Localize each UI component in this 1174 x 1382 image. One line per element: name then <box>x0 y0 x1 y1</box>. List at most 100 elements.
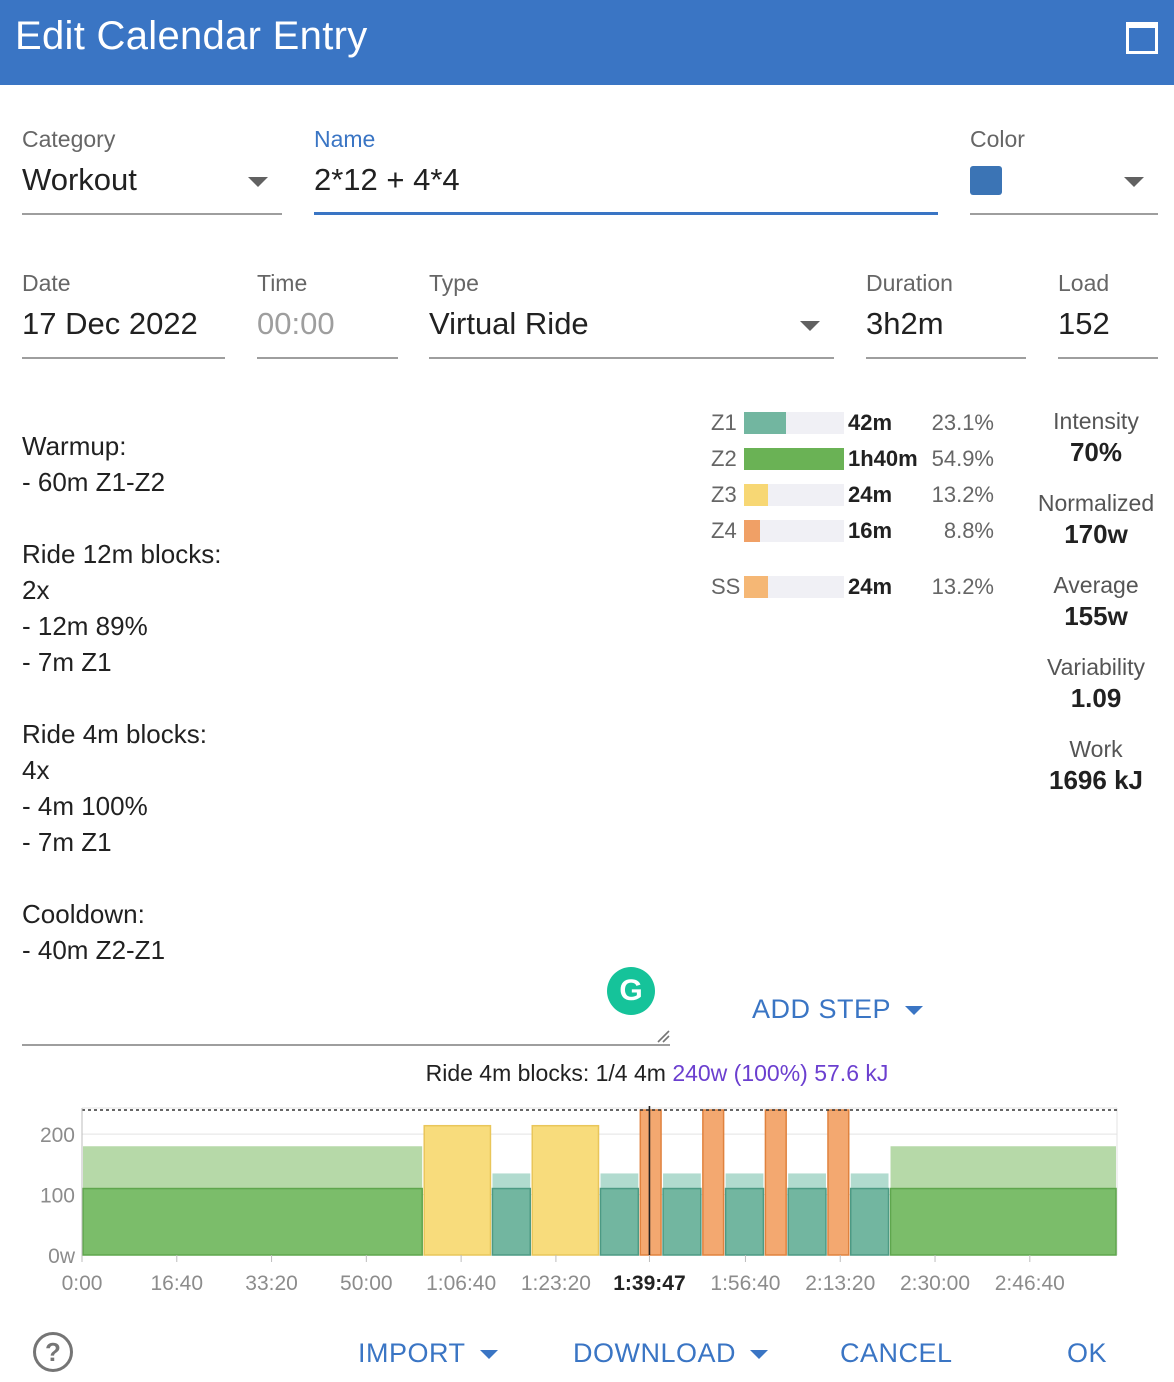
date-field[interactable]: Date 17 Dec 2022 <box>22 270 225 359</box>
x-tick-label: 1:23:20 <box>521 1272 591 1295</box>
zone-percent: 13.2% <box>931 574 994 599</box>
zone-percent: 8.8% <box>943 518 994 543</box>
date-label: Date <box>22 270 71 296</box>
zone-bar <box>744 520 844 542</box>
zone-time: 1h40m <box>848 446 918 471</box>
date-underline <box>22 357 225 359</box>
description-underline <box>22 1044 670 1046</box>
zone-percent: 54.9% <box>931 446 994 471</box>
time-field[interactable]: Time 00:00 <box>257 270 398 359</box>
workout-bar <box>702 1109 725 1256</box>
workout-description[interactable]: Warmup: - 60m Z1-Z2 Ride 12m blocks: 2x … <box>22 431 222 965</box>
date-value: 17 Dec 2022 <box>22 306 198 341</box>
download-label: DOWNLOAD <box>573 1338 737 1368</box>
chevron-down-icon <box>248 177 268 187</box>
workout-bar <box>662 1187 702 1256</box>
zone-row-z3: Z3 24m 13.2% <box>706 480 1006 510</box>
stat-label: Work <box>1069 736 1123 762</box>
type-select[interactable]: Type Virtual Ride <box>429 270 834 359</box>
ok-button[interactable]: OK <box>1067 1338 1108 1368</box>
workout-bar <box>849 1187 890 1256</box>
x-tick-label: 50:00 <box>340 1272 393 1295</box>
stat-value: 170w <box>1064 519 1128 549</box>
category-label: Category <box>22 126 116 152</box>
resize-handle-icon[interactable] <box>656 1029 670 1043</box>
workout-bar <box>491 1187 532 1256</box>
zone-percent: 13.2% <box>931 482 994 507</box>
duration-field[interactable]: Duration 3h2m <box>866 270 1026 359</box>
name-label: Name <box>314 126 376 152</box>
zone-row-ss: SS 24m 13.2% <box>706 572 1006 602</box>
load-underline <box>1058 357 1158 359</box>
step-info-highlight: 240w (100%) 57.6 kJ <box>672 1060 889 1086</box>
workout-chart[interactable]: 0w 100 200 0:00 16:40 33:20 50:00 1:06:40 1:23:2… <box>0 1100 1174 1305</box>
x-tick-label: 16:40 <box>150 1272 203 1295</box>
stat-value: 155w <box>1064 601 1128 631</box>
cancel-button[interactable]: CANCEL <box>840 1338 953 1368</box>
duration-underline <box>866 357 1026 359</box>
zone-bar-fill <box>744 576 768 598</box>
stat-intensity: Intensity 70% <box>1016 408 1174 468</box>
color-underline <box>970 213 1158 215</box>
title-bar: Edit Calendar Entry <box>0 0 1174 85</box>
color-swatch <box>970 166 1002 195</box>
step-info: Ride 4m blocks: 1/4 4m 240w (100%) 57.6 … <box>0 1060 1174 1087</box>
step-info-text: Ride 4m blocks: 1/4 4m <box>425 1060 666 1086</box>
zone-bar-fill <box>744 448 844 470</box>
zone-bar <box>744 448 844 470</box>
zone-name: SS <box>711 574 741 599</box>
workout-bar <box>599 1187 640 1256</box>
zone-bar <box>744 412 844 434</box>
stat-value: 1696 kJ <box>1049 765 1143 795</box>
zone-time: 16m <box>848 518 893 543</box>
chevron-down-icon <box>1124 177 1144 187</box>
duration-label: Duration <box>866 270 953 296</box>
workout-bar <box>827 1109 850 1256</box>
maximize-icon[interactable] <box>1126 22 1158 54</box>
name-underline <box>314 212 938 215</box>
stat-normalized: Normalized 170w <box>1016 490 1174 550</box>
type-value: Virtual Ride <box>429 306 589 341</box>
import-button[interactable]: IMPORT <box>358 1338 498 1369</box>
workout-bar <box>531 1124 600 1256</box>
category-select[interactable]: Category Workout <box>22 126 282 215</box>
color-select[interactable]: Color <box>970 126 1158 215</box>
stat-value: 1.09 <box>1070 683 1122 713</box>
workout-bar <box>724 1187 765 1256</box>
x-tick-label: 2:46:40 <box>995 1272 1065 1295</box>
zone-bar-fill <box>744 412 786 434</box>
add-step-button[interactable]: ADD STEP <box>752 994 924 1025</box>
color-label: Color <box>970 126 1025 152</box>
zone-time: 24m <box>848 574 893 599</box>
category-value: Workout <box>22 162 137 197</box>
zone-bar <box>744 484 844 506</box>
zone-row-z2: Z2 1h40m 54.9% <box>706 444 1006 474</box>
stat-work: Work 1696 kJ <box>1016 736 1174 796</box>
workout-bar <box>787 1187 827 1256</box>
stat-label: Intensity <box>1053 408 1139 434</box>
chevron-down-icon <box>750 1350 769 1360</box>
stat-label: Variability <box>1047 654 1145 680</box>
add-step-label: ADD STEP <box>752 994 892 1024</box>
type-underline <box>429 357 834 359</box>
workout-bar <box>889 1187 1117 1256</box>
workout-bar <box>639 1109 662 1256</box>
zone-name: Z3 <box>711 482 737 507</box>
load-field[interactable]: Load 152 <box>1058 270 1158 359</box>
name-field[interactable]: Name 2*12 + 4*4 <box>314 126 938 215</box>
x-tick-label: 1:56:40 <box>710 1272 780 1295</box>
download-button[interactable]: DOWNLOAD <box>573 1338 769 1369</box>
y-tick-label: 100 <box>40 1185 75 1208</box>
workout-bar <box>423 1124 492 1256</box>
time-placeholder: 00:00 <box>257 306 335 341</box>
zone-time: 24m <box>848 482 893 507</box>
x-tick-label: 33:20 <box>245 1272 298 1295</box>
name-value: 2*12 + 4*4 <box>314 162 460 197</box>
chevron-down-icon <box>479 1350 498 1360</box>
help-circle-icon[interactable]: ? <box>33 1332 73 1372</box>
y-tick-label: 0w <box>48 1245 76 1268</box>
chevron-down-icon <box>905 1006 924 1016</box>
grammarly-icon[interactable]: G <box>607 967 655 1015</box>
stat-average: Average 155w <box>1016 572 1174 632</box>
time-underline <box>257 357 398 359</box>
